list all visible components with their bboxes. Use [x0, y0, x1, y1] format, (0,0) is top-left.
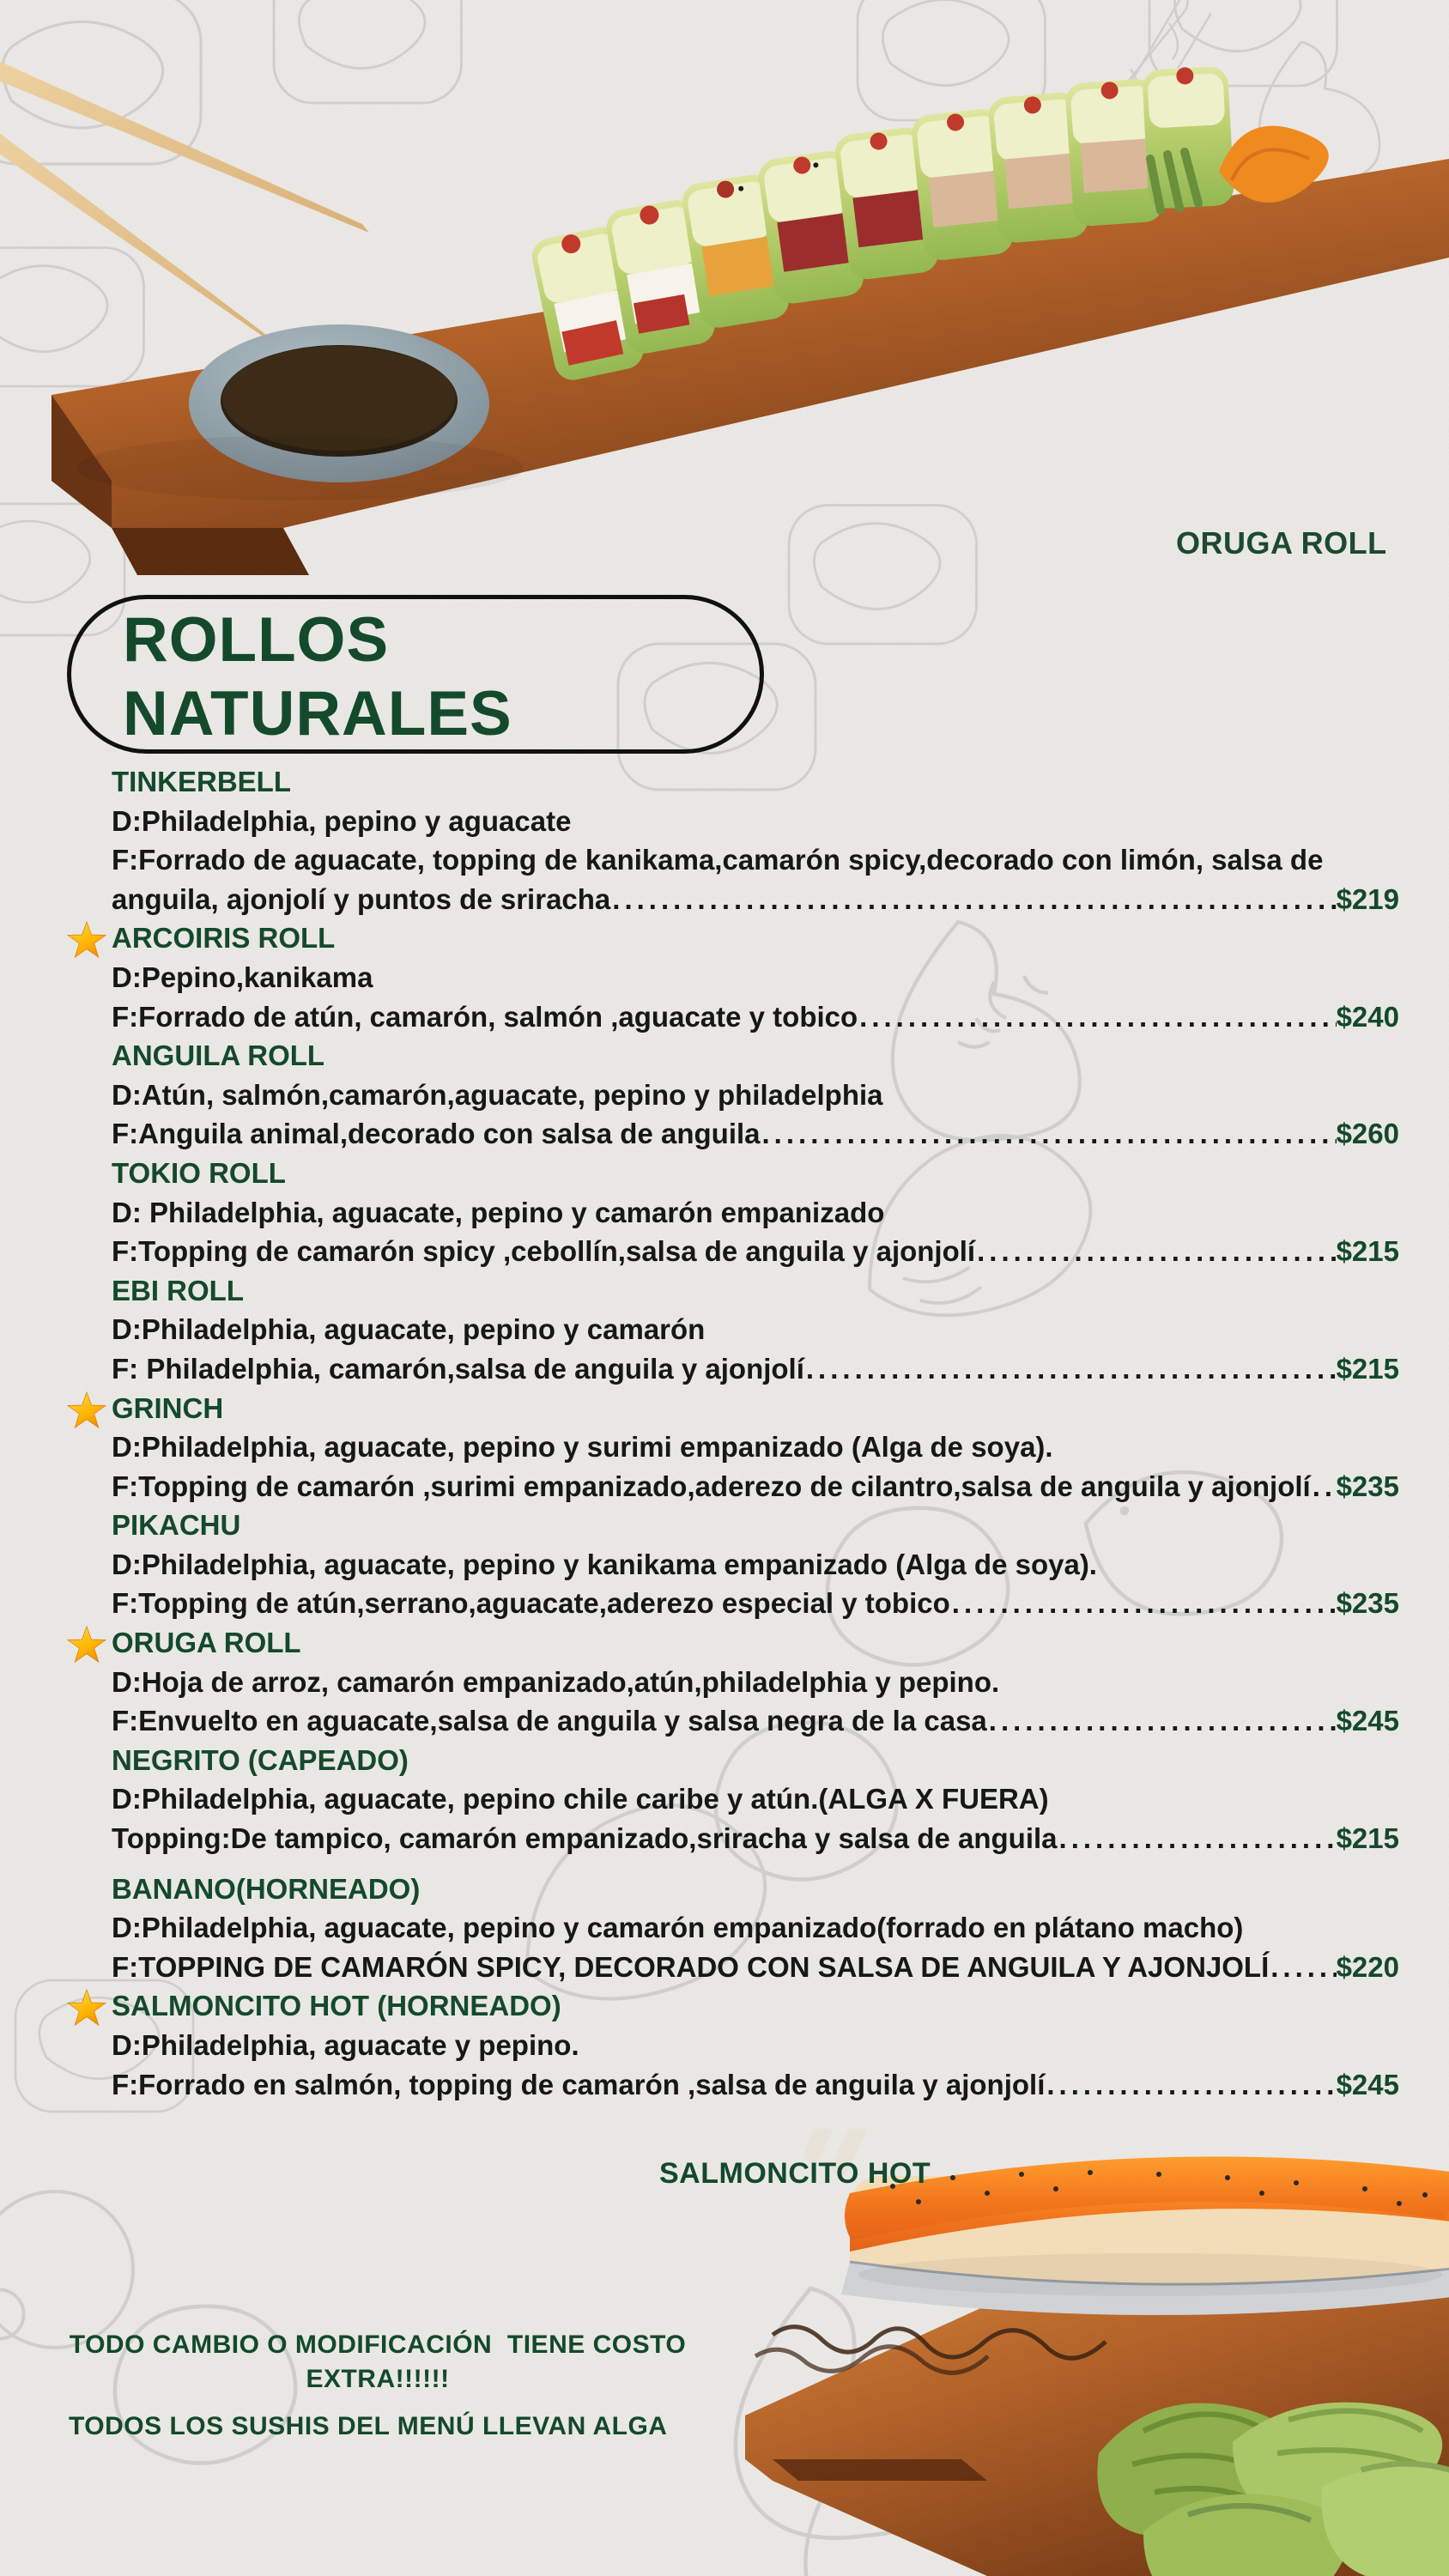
svg-text:ORUGA ROLL: ORUGA ROLL [1176, 525, 1387, 561]
